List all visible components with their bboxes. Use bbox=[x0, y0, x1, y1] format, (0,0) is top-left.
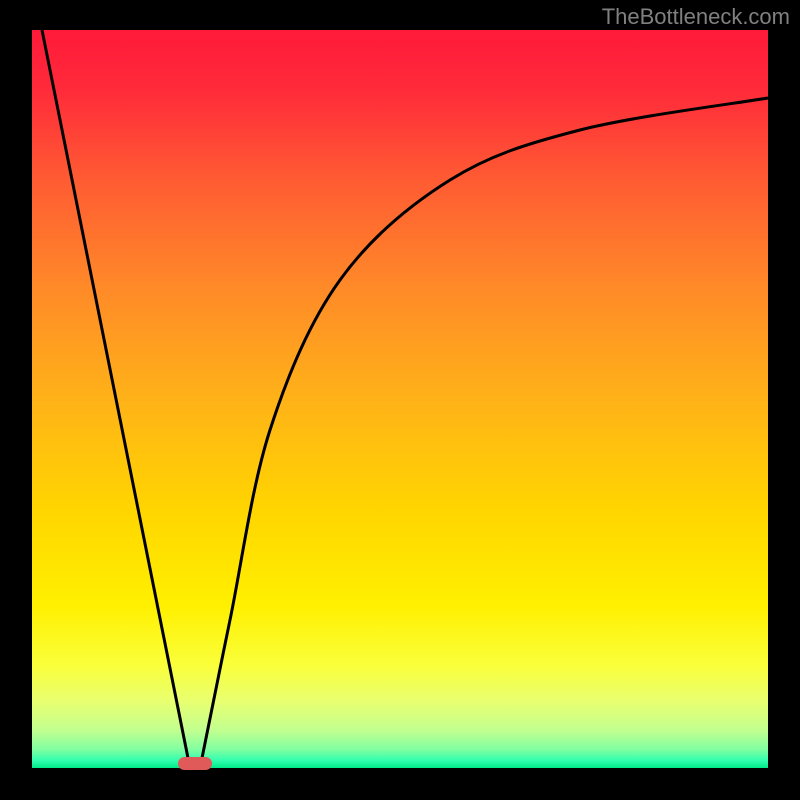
chart-container: TheBottleneck.com bbox=[0, 0, 800, 800]
curve-overlay bbox=[0, 0, 800, 800]
minimum-marker bbox=[178, 757, 212, 770]
plot-area bbox=[32, 30, 768, 768]
watermark-text: TheBottleneck.com bbox=[602, 4, 790, 30]
